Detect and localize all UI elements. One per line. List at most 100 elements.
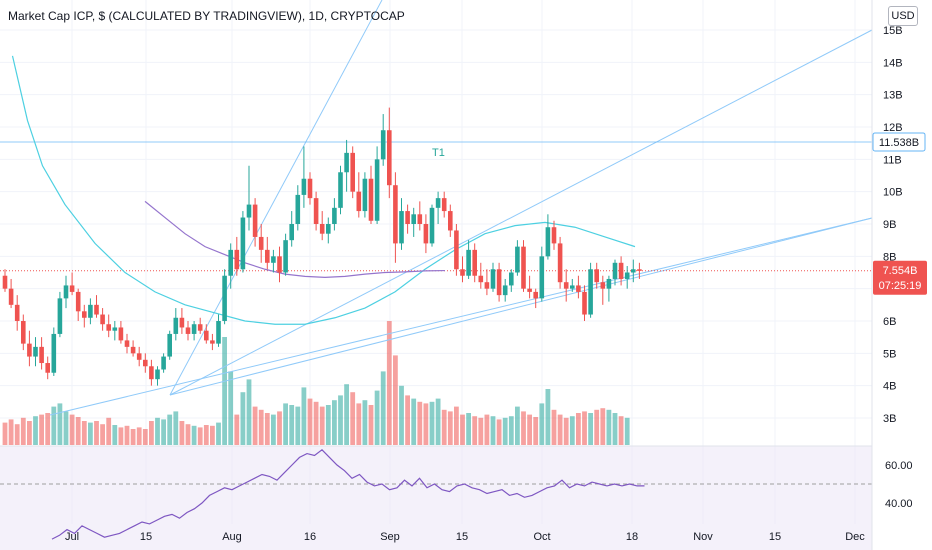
volume-bar xyxy=(185,424,191,445)
price-tick-label: 9B xyxy=(883,219,896,231)
time-tick-label: Sep xyxy=(380,531,400,543)
volume-bar xyxy=(569,416,575,445)
volume-bar xyxy=(155,417,160,445)
volume-bar xyxy=(149,421,154,445)
candle-body xyxy=(197,324,203,331)
candle-body xyxy=(21,321,26,344)
volume-bar xyxy=(94,421,99,445)
candle-body xyxy=(454,230,459,270)
volume-bar xyxy=(216,422,221,445)
candle-body xyxy=(69,285,75,292)
candle-body xyxy=(222,275,227,321)
candle-body xyxy=(185,327,191,334)
volume-bar xyxy=(362,400,368,445)
volume-bar xyxy=(307,398,313,445)
volume-bar xyxy=(350,392,356,445)
candle-body xyxy=(441,198,447,212)
candle-body xyxy=(484,282,490,289)
volume-bar xyxy=(2,422,8,445)
volume-bar xyxy=(374,390,380,445)
price-badges: 11.538B 7.554B 07:25:19 xyxy=(872,132,927,295)
volume-bar xyxy=(441,409,447,445)
volume-bar xyxy=(368,405,374,445)
candle-body xyxy=(515,246,520,273)
price-tick-label: 15B xyxy=(883,25,903,37)
candle-body xyxy=(106,324,111,331)
candle-body xyxy=(557,243,563,283)
volume-bar xyxy=(484,414,490,445)
volume-bar xyxy=(411,398,417,445)
candle-body xyxy=(204,330,209,341)
trendline xyxy=(169,0,383,396)
candle-body xyxy=(368,178,374,221)
volume-bar xyxy=(624,417,630,445)
candle-body xyxy=(380,130,386,160)
candle-body xyxy=(112,327,118,331)
volume-bar xyxy=(246,379,252,445)
volume-bar xyxy=(8,419,14,445)
volume-bar xyxy=(283,403,288,445)
candle-body xyxy=(252,204,258,237)
candle-body xyxy=(618,262,624,279)
candle-body xyxy=(521,246,526,289)
price-tick-label: 4B xyxy=(883,381,896,393)
price-tick-label: 5B xyxy=(883,348,896,360)
volume-bar xyxy=(252,406,258,445)
volume-bar xyxy=(588,413,593,445)
candle-body xyxy=(472,249,477,276)
volume-bar xyxy=(313,401,319,445)
volume-bar xyxy=(118,427,124,445)
volume-bar xyxy=(386,321,392,445)
candle-body xyxy=(8,288,14,305)
candle-body xyxy=(27,343,32,357)
candle-body xyxy=(277,256,282,273)
candlesticks[interactable]: T1 xyxy=(2,107,642,386)
volume-bar xyxy=(88,422,93,445)
time-axis[interactable]: Jul 15 Aug 16 Sep 15 Oct 18 Nov 15 Dec xyxy=(65,531,865,543)
candle-body xyxy=(130,346,136,354)
currency-button[interactable]: USD xyxy=(888,6,918,26)
candle-body xyxy=(319,224,325,234)
price-axis[interactable]: 15B14B13B12B11B10B9B8B7B6B5B4B3B60.0040.… xyxy=(871,0,913,550)
candle-body xyxy=(423,224,429,244)
candle-body xyxy=(332,207,337,224)
countdown-label: 07:25:19 xyxy=(879,280,922,292)
time-tick-label: Aug xyxy=(222,531,242,543)
candle-body xyxy=(350,152,355,192)
candle-body xyxy=(295,194,301,224)
candle-body xyxy=(265,249,270,263)
candle-body xyxy=(631,269,636,273)
volume-bar xyxy=(161,419,166,445)
volume-bar xyxy=(69,414,75,445)
candle-body xyxy=(88,304,93,318)
volume-bar xyxy=(454,406,459,445)
current-price-label: 7.554B xyxy=(883,265,918,277)
candle-body xyxy=(509,272,514,286)
volume-bar xyxy=(258,409,264,445)
candle-body xyxy=(124,340,130,347)
price-tick-label: 11B xyxy=(883,154,902,166)
volume-bar xyxy=(264,413,270,445)
time-tick-label: Dec xyxy=(845,531,865,543)
volume-bar xyxy=(222,337,227,445)
candle-body xyxy=(551,227,557,244)
candle-body xyxy=(94,304,99,315)
volume-bar xyxy=(496,419,502,445)
time-tick-label: Jul xyxy=(65,531,79,543)
price-tick-label: 6B xyxy=(883,316,896,328)
candle-body xyxy=(478,275,484,283)
volume-bar xyxy=(600,408,606,445)
candle-body xyxy=(344,152,349,173)
volume-bar xyxy=(417,401,423,445)
volume-bar xyxy=(545,389,551,445)
volume-bar xyxy=(478,417,484,445)
candle-body xyxy=(460,269,465,276)
trendline xyxy=(169,217,873,396)
volume-bar xyxy=(45,413,51,445)
candle-body xyxy=(216,321,221,344)
volume-bar xyxy=(344,384,349,445)
volume-bar xyxy=(527,414,532,445)
candle-body xyxy=(411,214,416,224)
volume-bar xyxy=(112,425,118,445)
